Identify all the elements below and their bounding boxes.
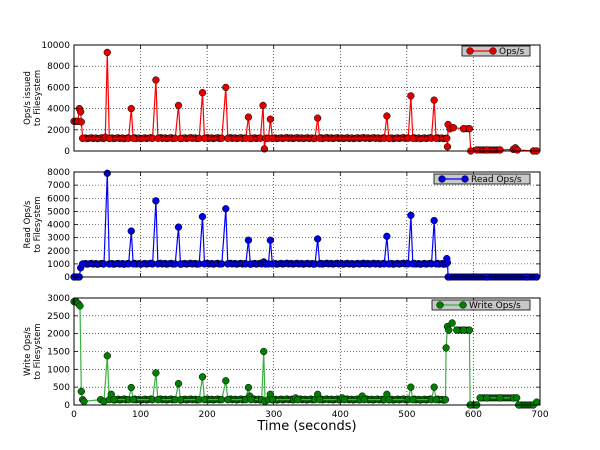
series-markers — [70, 48, 541, 155]
x-axis-ticks — [73, 45, 541, 151]
svg-text:8000: 8000 — [47, 168, 70, 178]
svg-text:1500: 1500 — [47, 348, 70, 358]
svg-text:0: 0 — [64, 401, 70, 411]
svg-text:400: 400 — [332, 410, 349, 420]
y-axis-ticks: 0 2000 4000 6000 8000 10000 — [41, 41, 540, 157]
legend: Read Ops/s — [433, 173, 531, 185]
svg-text:200: 200 — [199, 410, 216, 420]
write-ops-subplot: 0 500 1000 1500 2000 2500 3000 0 100 200 300 400 500… — [23, 294, 549, 420]
read-ops-subplot: 0 1000 2000 3000 4000 5000 6000 7000 8000 Read Op… — [23, 168, 541, 283]
svg-text:500: 500 — [53, 383, 70, 393]
svg-text:0: 0 — [64, 273, 70, 283]
svg-text:4000: 4000 — [47, 105, 70, 115]
y-axis-label: Write Ops/sto Filesystem — [23, 323, 43, 379]
ops-per-second-subplot: 0 2000 4000 6000 8000 10000 Ops/s issuedto Fil… — [23, 41, 541, 157]
svg-text:10000: 10000 — [41, 41, 70, 51]
svg-text:6000: 6000 — [47, 194, 70, 204]
legend-label: Read Ops/s — [471, 175, 522, 185]
legend-label: Write Ops/s — [469, 301, 521, 311]
legend: Write Ops/s — [431, 299, 531, 311]
svg-text:2500: 2500 — [47, 312, 70, 322]
grid-lines — [74, 172, 540, 277]
legend: Ops/s — [461, 45, 531, 57]
svg-text:1000: 1000 — [47, 260, 70, 270]
svg-text:500: 500 — [398, 410, 415, 420]
svg-text:300: 300 — [265, 410, 282, 420]
svg-text:600: 600 — [465, 410, 482, 420]
svg-text:700: 700 — [531, 410, 548, 420]
svg-text:100: 100 — [132, 410, 149, 420]
series-line — [74, 52, 537, 152]
svg-text:6000: 6000 — [47, 83, 70, 93]
series-markers — [70, 297, 541, 409]
svg-text:4000: 4000 — [47, 221, 70, 231]
svg-text:8000: 8000 — [47, 62, 70, 72]
axes-frame — [73, 44, 541, 152]
y-axis-ticks: 0 500 1000 1500 2000 2500 3000 — [47, 294, 540, 411]
y-axis-label: Ops/s issuedto Filesystem — [23, 70, 43, 126]
svg-text:1000: 1000 — [47, 365, 70, 375]
svg-text:2000: 2000 — [47, 126, 70, 136]
y-axis-label: Read Ops/sto Filesystem — [23, 196, 43, 252]
x-axis-label: Time (seconds) — [256, 419, 356, 434]
x-axis-ticks: 0 100 200 300 400 500 600 700 — [71, 298, 549, 420]
svg-text:2000: 2000 — [47, 247, 70, 257]
svg-text:7000: 7000 — [47, 181, 70, 191]
svg-text:5000: 5000 — [47, 207, 70, 217]
x-axis-ticks — [73, 172, 541, 277]
svg-text:2000: 2000 — [47, 330, 70, 340]
legend-label: Ops/s — [499, 47, 525, 57]
svg-text:3000: 3000 — [47, 294, 70, 304]
y-axis-ticks: 0 1000 2000 3000 4000 5000 6000 7000 8000 — [47, 168, 540, 283]
svg-text:3000: 3000 — [47, 234, 70, 244]
svg-text:0: 0 — [64, 147, 70, 157]
svg-text:0: 0 — [71, 410, 77, 420]
